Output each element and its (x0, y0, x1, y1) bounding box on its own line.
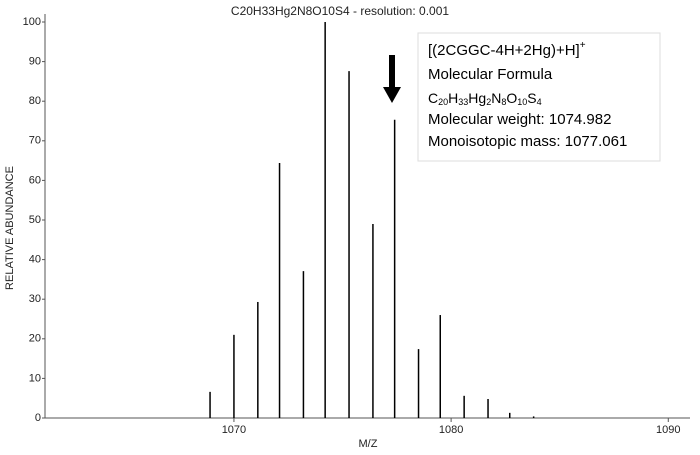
y-tick-label: 20 (29, 333, 41, 345)
y-tick-label: 0 (35, 412, 41, 424)
formula-element: O (506, 90, 517, 106)
y-tick-label: 30 (29, 293, 41, 305)
y-tick-label: 90 (29, 56, 41, 68)
formula-element: C (428, 90, 438, 106)
formula-label: Molecular Formula (428, 66, 553, 83)
y-axis-label: RELATIVE ABUNDANCE (4, 166, 16, 290)
y-tick-label: 50 (29, 214, 41, 226)
monoisotopic-mass: Monoisotopic mass: 1077.061 (428, 133, 627, 150)
formula-count: 8 (501, 97, 506, 107)
x-tick-label: 1070 (222, 424, 246, 436)
y-tick-label: 40 (29, 254, 41, 266)
chart-title: C20H33Hg2N8O10S4 - resolution: 0.001 (231, 4, 449, 18)
formula-count: 20 (438, 97, 448, 107)
annotation-box: [(2CGGC-4H+2Hg)+H]+ Molecular Formula C2… (383, 32, 661, 162)
annotation-frame (417, 32, 661, 162)
molecular-weight: Molecular weight: 1074.982 (428, 111, 611, 128)
formula-count: 33 (458, 97, 468, 107)
y-tick-label: 10 (29, 372, 41, 384)
x-axis-label: M/Z (359, 438, 378, 450)
formula-count: 2 (486, 97, 491, 107)
y-tick-label: 100 (23, 16, 41, 28)
formula-element: Hg (468, 90, 486, 106)
ion-charge: + (580, 40, 586, 51)
y-tick-label: 60 (29, 174, 41, 186)
arrow (383, 55, 401, 103)
formula: C20H33Hg2N8O10S4 (428, 90, 542, 108)
formula-element: N (491, 90, 501, 106)
formula-element: H (448, 90, 458, 106)
y-tick-label: 70 (29, 135, 41, 147)
x-tick-label: 1090 (656, 424, 680, 436)
y-tick-label: 80 (29, 95, 41, 107)
formula-element: S (527, 90, 536, 106)
ion-label: [(2CGGC-4H+2Hg)+H]+ (428, 40, 586, 59)
x-tick-label: 1080 (439, 424, 463, 436)
formula-count: 10 (517, 97, 527, 107)
formula-count: 4 (537, 97, 542, 107)
ion: [(2CGGC-4H+2Hg)+H] (428, 42, 580, 59)
